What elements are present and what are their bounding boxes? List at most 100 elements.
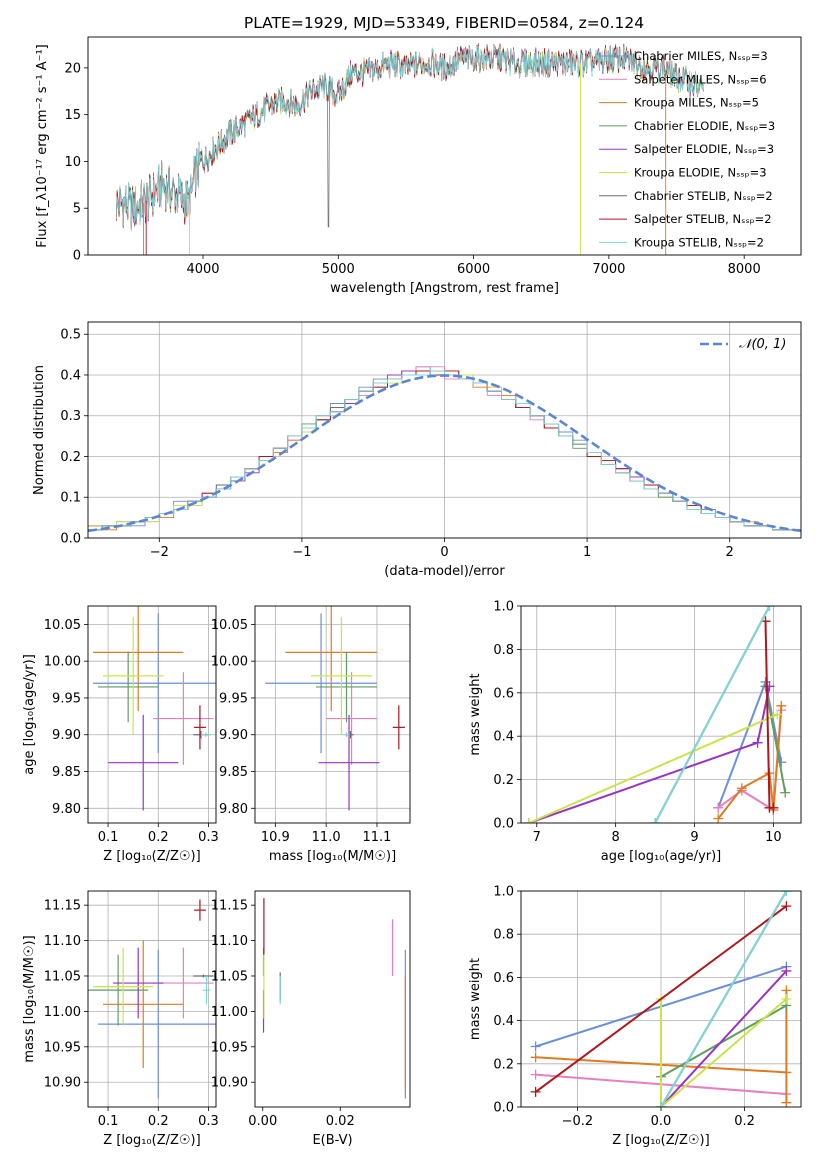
age-vs-mass-plot-area: [255, 606, 410, 823]
mass-vs-ebv-plot-area: [262, 898, 406, 1099]
residuals-y-tick-label: 0.0: [60, 532, 81, 547]
residuals-y-tick-label: 0.4: [60, 368, 81, 383]
weight-vs-z-marker-salpeter_elodie: [781, 965, 792, 976]
age-vs-z-y-axis-label: age [log₁₀(age/yr)]: [22, 654, 37, 775]
residuals-frame: [87, 321, 802, 539]
residuals-x-tick-label: 0: [440, 545, 448, 560]
age-vs-mass-x-tick-label: 11.1: [362, 830, 391, 845]
spectrum-x-tick-label: 4000: [186, 262, 219, 277]
mass-vs-z-x-tick-label: 0.1: [98, 1114, 119, 1129]
residuals-x-axis-label: (data-model)/error: [384, 564, 505, 579]
weight-vs-age-x-tick-label: 10: [765, 830, 782, 845]
weight-vs-age-marker-salpeter_stelib: [768, 802, 779, 813]
weight-vs-z-marker-kroupa_stelib: [656, 1102, 666, 1107]
mass-vs-ebv-y-tick-label: 10.90: [211, 1076, 248, 1091]
spectrum-x-tick-label: 6000: [457, 262, 490, 277]
spectrum-x-tick-label: 7000: [592, 262, 625, 277]
age-vs-z-y-tick-label: 9.80: [52, 802, 81, 817]
weight-vs-age-y-tick-label: 0.6: [493, 686, 514, 701]
weight-vs-z-marker-kroupa_miles: [781, 985, 792, 996]
weight-vs-age-y-tick-label: 1.0: [493, 600, 514, 615]
residuals-plot-area: [88, 322, 801, 538]
age-vs-z-y-tick-label: 10.05: [44, 618, 81, 633]
mass-vs-z-x-axis-label: Z [log₁₀(Z/Z☉)]: [103, 1133, 200, 1148]
spectrum-title: PLATE=1929, MJD=53349, FIBERID=0584, z=0…: [244, 14, 644, 32]
mass-vs-ebv-frame: [254, 890, 411, 1108]
legend-label-salpeter_stelib: Salpeter STELIB, Nₛₛₚ=2: [634, 212, 772, 226]
spectrum-line-kroupa_stelib: [116, 45, 704, 232]
weight-vs-z-marker-kroupa_stelib: [781, 891, 792, 896]
weight-vs-z-y-tick-label: 0.2: [493, 1057, 514, 1072]
weight-vs-age-marker-kroupa_miles: [776, 700, 787, 711]
legend-label-salpeter_miles: Salpeter MILES, Nₛₛₚ=6: [634, 72, 767, 86]
mass-vs-ebv-y-tick-label: 11.15: [211, 899, 248, 914]
weight-vs-z-frame: [520, 890, 802, 1108]
weight-vs-age-x-tick-label: 9: [690, 830, 698, 845]
weight-vs-age-y-tick-label: 0.8: [493, 643, 514, 658]
age-vs-z-y-tick-label: 9.95: [52, 691, 81, 706]
mass-vs-z-y-axis-label: mass [log₁₀(M/M☉)]: [22, 935, 37, 1062]
mass-vs-ebv-x-tick-label: 0.02: [326, 1114, 355, 1129]
legend-label-chabrier_elodie: Chabrier ELODIE, Nₛₛₚ=3: [634, 119, 775, 133]
age-vs-mass-x-tick-label: 10.9: [261, 830, 290, 845]
residuals-x-tick-label: −2: [150, 545, 169, 560]
age-vs-mass-x-axis-label: mass [log₁₀(M/M☉)]: [269, 849, 396, 864]
weight-vs-z-plot-area: [521, 891, 801, 1107]
weight-vs-z-line-salpeter_stelib: [535, 905, 787, 1093]
weight-vs-age-plot-area: [521, 606, 801, 823]
residuals-y-tick-label: 0.1: [60, 491, 81, 506]
weight-vs-z-line-salpeter_elodie: [660, 970, 788, 1107]
weight-vs-z-y-axis-label: mass weight: [468, 958, 483, 1040]
normal-curve: [88, 374, 801, 533]
weight-vs-age-x-axis-label: age [log₁₀(age/yr)]: [601, 849, 722, 864]
weight-vs-z-marker-kroupa_miles: [530, 1052, 541, 1063]
age-vs-z-y-tick-label: 9.85: [52, 765, 81, 780]
weight-vs-age-y-tick-label: 0.0: [493, 817, 514, 832]
spectrum-x-tick-label: 8000: [728, 262, 761, 277]
spectrum-y-tick-label: 20: [64, 61, 81, 76]
normal-legend-label: 𝒩(0, 1): [739, 337, 786, 352]
age-vs-z-x-tick-label: 0.1: [98, 830, 119, 845]
weight-vs-age-marker-kroupa_miles: [736, 783, 747, 794]
legend-label-chabrier_miles: Chabrier MILES, Nₛₛₚ=3: [634, 49, 768, 63]
weight-vs-z-y-tick-label: 0.0: [493, 1101, 514, 1116]
mass-vs-z-y-tick-label: 10.90: [44, 1076, 81, 1091]
spectrum-plot-area: [116, 43, 704, 255]
spectrum-x-axis-label: wavelength [Angstrom, rest frame]: [330, 281, 559, 296]
weight-vs-age-marker-kroupa_miles: [713, 813, 724, 823]
spectrum-y-tick-label: 0: [73, 249, 81, 264]
weight-vs-age-x-tick-label: 7: [533, 830, 541, 845]
mass-vs-z-y-tick-label: 11.15: [44, 899, 81, 914]
age-vs-mass-frame: [254, 605, 411, 824]
mass-vs-z-plot-area: [88, 891, 216, 1107]
age-vs-z-y-tick-label: 9.90: [52, 728, 81, 743]
mass-vs-z-y-tick-label: 11.00: [44, 1005, 81, 1020]
weight-vs-age-y-tick-label: 0.4: [493, 730, 514, 745]
weight-vs-z-marker-kroupa_elodie: [781, 994, 792, 1004]
weight-vs-age-marker-chabrier_elodie: [780, 787, 791, 798]
weight-vs-z-marker-salpeter_stelib: [530, 1086, 541, 1097]
spectrum-y-tick-label: 10: [64, 155, 81, 170]
weight-vs-age-marker-salpeter_elodie: [752, 737, 763, 748]
age-vs-z-y-tick-label: 10.00: [44, 655, 81, 670]
weight-vs-z-x-tick-label: 0.2: [734, 1114, 755, 1129]
age-vs-mass-y-tick-label: 10.00: [211, 655, 248, 670]
mass-vs-ebv-y-tick-label: 11.00: [211, 1005, 248, 1020]
mass-vs-z-frame: [87, 890, 217, 1108]
age-vs-mass-y-tick-label: 9.85: [219, 765, 248, 780]
age-vs-mass-y-tick-label: 9.80: [219, 802, 248, 817]
legend-label-salpeter_elodie: Salpeter ELODIE, Nₛₛₚ=3: [634, 142, 774, 156]
residuals-x-tick-label: −1: [292, 545, 311, 560]
weight-vs-age-line-kroupa_elodie: [528, 713, 778, 823]
weight-vs-age-y-tick-label: 0.2: [493, 773, 514, 788]
mass-vs-z-y-tick-label: 11.10: [44, 934, 81, 949]
residuals-y-tick-label: 0.5: [60, 328, 81, 343]
weight-vs-z-x-axis-label: Z [log₁₀(Z/Z☉)]: [612, 1133, 709, 1148]
legend-label-kroupa_miles: Kroupa MILES, Nₛₛₚ=5: [634, 96, 759, 110]
age-vs-z-x-tick-label: 0.2: [148, 830, 169, 845]
spectrum-y-axis-label: Flux [f_λ10⁻¹⁷ erg cm⁻² s⁻¹ A⁻¹]: [35, 44, 50, 248]
age-vs-mass-x-tick-label: 11.0: [312, 830, 341, 845]
mass-vs-ebv-y-tick-label: 11.10: [211, 934, 248, 949]
spectrum-y-tick-label: 5: [73, 202, 81, 217]
mass-vs-z-x-tick-label: 0.3: [198, 1114, 219, 1129]
